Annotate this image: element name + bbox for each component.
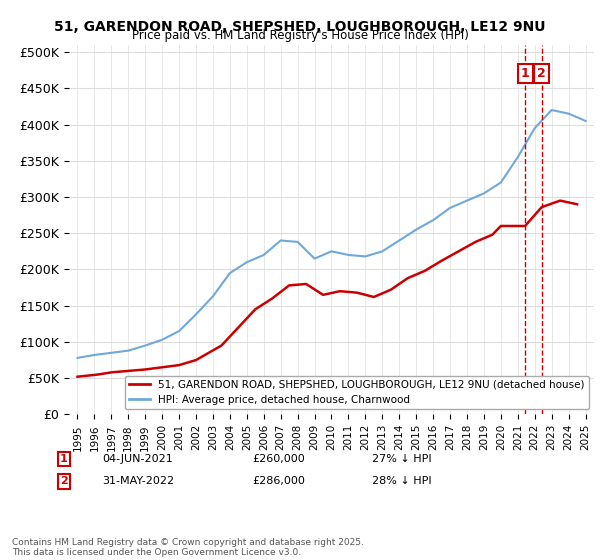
Text: 04-JUN-2021: 04-JUN-2021 [102,454,173,464]
Text: Price paid vs. HM Land Registry's House Price Index (HPI): Price paid vs. HM Land Registry's House … [131,29,469,42]
Text: £260,000: £260,000 [252,454,305,464]
Text: 1: 1 [60,454,68,464]
Text: 31-MAY-2022: 31-MAY-2022 [102,477,174,487]
Text: Contains HM Land Registry data © Crown copyright and database right 2025.
This d: Contains HM Land Registry data © Crown c… [12,538,364,557]
Text: 51, GARENDON ROAD, SHEPSHED, LOUGHBOROUGH, LE12 9NU: 51, GARENDON ROAD, SHEPSHED, LOUGHBOROUG… [54,20,546,34]
Text: £286,000: £286,000 [252,477,305,487]
Text: 1: 1 [521,67,529,80]
Legend: 51, GARENDON ROAD, SHEPSHED, LOUGHBOROUGH, LE12 9NU (detached house), HPI: Avera: 51, GARENDON ROAD, SHEPSHED, LOUGHBOROUG… [125,376,589,409]
Text: 28% ↓ HPI: 28% ↓ HPI [372,477,431,487]
Text: 27% ↓ HPI: 27% ↓ HPI [372,454,431,464]
Text: 2: 2 [60,477,68,487]
Text: 2: 2 [537,67,546,80]
